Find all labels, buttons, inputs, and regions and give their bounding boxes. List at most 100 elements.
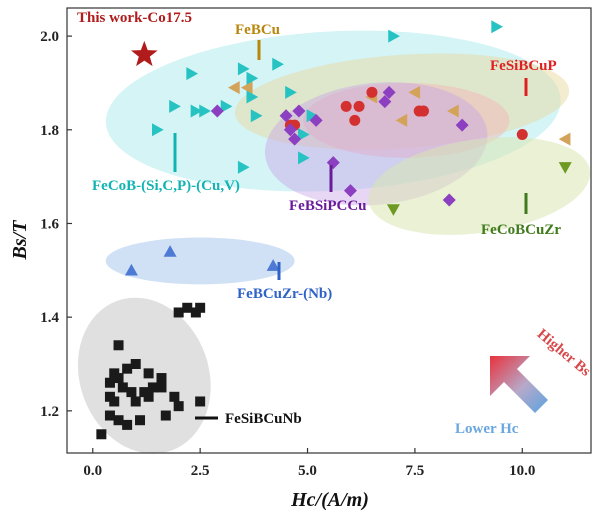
data-point <box>130 396 141 407</box>
data-point <box>190 307 201 318</box>
data-point <box>147 382 158 393</box>
data-point <box>246 71 259 85</box>
x-axis-title: Hc/(A/m) <box>290 489 369 511</box>
data-point <box>382 85 396 99</box>
data-point <box>349 114 361 126</box>
data-point <box>279 109 293 123</box>
data-point <box>113 340 124 351</box>
data-point <box>173 307 184 318</box>
series-triangle-right <box>151 20 504 174</box>
data-point <box>395 113 408 127</box>
data-point <box>117 382 128 393</box>
data-point <box>124 263 138 276</box>
data-point <box>156 373 167 384</box>
marks-layer <box>96 20 572 440</box>
data-point <box>558 162 572 174</box>
data-point <box>298 151 310 165</box>
data-point <box>298 127 310 141</box>
series-labels: This work-Co17.5 FeBCu FeSiBCuP FeCoB-(Si,C… <box>77 10 561 427</box>
data-point <box>306 109 319 123</box>
data-point <box>246 90 259 104</box>
data-point <box>130 359 141 369</box>
data-point <box>378 95 392 109</box>
data-point <box>288 132 302 146</box>
data-point <box>455 118 469 132</box>
data-point <box>491 20 504 34</box>
data-point <box>122 363 133 374</box>
y-tick-label: 1.4 <box>40 310 59 326</box>
x-tick-label: 7.5 <box>406 463 425 479</box>
plot-frame <box>66 7 592 454</box>
data-point <box>442 193 456 207</box>
data-point <box>285 85 297 99</box>
direction-arrow <box>490 356 548 413</box>
data-point <box>190 104 203 118</box>
x-tick-label: 10.0 <box>509 463 535 479</box>
data-point <box>104 377 115 388</box>
data-point <box>96 429 107 440</box>
data-point <box>182 302 193 313</box>
data-point <box>186 67 199 81</box>
data-point <box>163 245 177 257</box>
data-point <box>173 401 184 412</box>
series-star <box>130 40 158 67</box>
lower-hc-annotation: Lower Hc <box>455 421 519 437</box>
data-point <box>309 113 323 127</box>
group-region <box>368 137 591 235</box>
data-point <box>237 160 250 174</box>
data-point <box>353 100 365 112</box>
series-circle <box>284 86 528 140</box>
data-point <box>283 123 297 137</box>
series-label: FeSiBCuP <box>490 58 557 74</box>
data-point <box>143 368 154 379</box>
y-axis-title: Bs/T <box>9 220 31 261</box>
x-tick-label: 2.5 <box>191 463 210 479</box>
y-tick-label: 2.0 <box>40 29 59 45</box>
data-point <box>272 57 284 71</box>
data-point <box>250 109 263 123</box>
data-point <box>366 86 378 98</box>
series-triangle-left <box>228 81 571 146</box>
data-point <box>386 204 400 216</box>
data-point <box>516 128 528 140</box>
data-point <box>237 62 250 76</box>
data-point <box>122 419 133 430</box>
data-point <box>240 81 253 95</box>
series-label: FeCoB-(Si,C,P)-(Cu,V) <box>92 178 240 194</box>
data-point <box>340 100 352 112</box>
data-point <box>109 368 120 379</box>
data-point <box>220 99 233 113</box>
data-point <box>104 391 115 402</box>
series-label: FeBCuZr-(Nb) <box>237 286 332 302</box>
series-label: FeBSiPCCu <box>289 198 367 214</box>
data-point <box>408 85 421 99</box>
data-point <box>199 104 211 118</box>
axes: 0.0 2.5 5.0 7.5 10.0 1.2 1.4 1.6 1.8 2.0 <box>40 7 592 479</box>
data-point <box>343 184 357 198</box>
group-region <box>105 237 295 285</box>
y-tick-label: 1.8 <box>40 123 59 139</box>
series-triangle-up <box>124 245 280 276</box>
series-label: FeSiBCuNb <box>225 411 302 427</box>
data-point <box>156 382 167 393</box>
data-point <box>417 105 429 117</box>
data-point <box>135 415 146 426</box>
series-triangle-down <box>386 162 572 216</box>
data-point <box>292 104 306 118</box>
y-tick-label: 1.2 <box>40 404 59 420</box>
series-square <box>96 302 206 440</box>
data-point <box>113 415 124 426</box>
data-point <box>130 40 158 67</box>
data-point <box>143 391 154 402</box>
data-point <box>195 396 206 407</box>
data-point <box>169 99 181 113</box>
data-point <box>447 104 459 118</box>
data-point <box>266 259 280 271</box>
data-point <box>151 123 164 137</box>
data-point <box>210 104 224 118</box>
series-label: FeBCu <box>235 22 280 38</box>
data-point <box>160 410 171 421</box>
x-tick-label: 5.0 <box>298 463 317 479</box>
series-label: This work-Co17.5 <box>77 10 192 26</box>
